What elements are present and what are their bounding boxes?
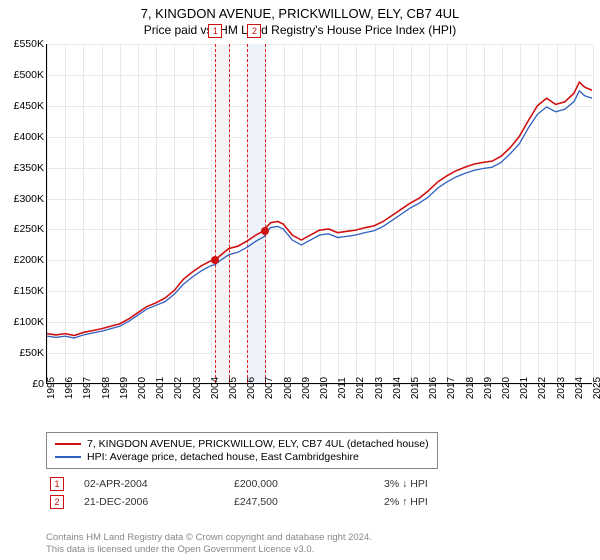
annotation-date: 21-DEC-2006 [80,493,230,511]
y-tick-label: £300K [14,193,44,205]
legend-item: 7, KINGDON AVENUE, PRICKWILLOW, ELY, CB7… [55,438,429,450]
y-tick-label: £500K [14,69,44,81]
x-tick-label: 2023 [556,377,567,399]
footer-line-2: This data is licensed under the Open Gov… [46,544,592,556]
annotation-price: £200,000 [230,475,380,493]
y-tick-label: £200K [14,254,44,266]
legend-box: 7, KINGDON AVENUE, PRICKWILLOW, ELY, CB7… [46,432,438,469]
annotations-table: 1 02-APR-2004£200,0003% ↓ HPI 2 21-DEC-2006… [46,475,592,511]
x-tick-label: 2018 [465,377,476,399]
chart-marker-box: 1 [208,24,222,38]
legend-item: HPI: Average price, detached house, East… [55,451,429,463]
legend-label: HPI: Average price, detached house, East… [87,451,359,463]
x-tick-label: 2021 [519,377,530,399]
annotation-num: 2 [50,495,64,509]
x-tick-label: 2004 [210,377,221,399]
y-tick-label: £0 [32,378,44,390]
y-tick-label: £400K [14,131,44,143]
x-tick-label: 2001 [155,377,166,399]
x-tick-label: 2008 [283,377,294,399]
x-tick-label: 2012 [355,377,366,399]
y-tick-label: £50K [19,347,44,359]
title-line-1: 7, KINGDON AVENUE, PRICKWILLOW, ELY, CB7… [0,6,600,21]
x-tick-label: 2014 [392,377,403,399]
annotation-date: 02-APR-2004 [80,475,230,493]
x-axis: 1995199619971998199920002001200220032004… [46,384,592,404]
x-tick-label: 2000 [137,377,148,399]
chart-title: 7, KINGDON AVENUE, PRICKWILLOW, ELY, CB7… [0,0,600,37]
legend-area: 7, KINGDON AVENUE, PRICKWILLOW, ELY, CB7… [46,432,592,511]
legend-label: 7, KINGDON AVENUE, PRICKWILLOW, ELY, CB7… [87,438,429,450]
x-tick-label: 2007 [264,377,275,399]
x-tick-label: 1999 [119,377,130,399]
x-tick-label: 2009 [301,377,312,399]
x-tick-label: 2020 [501,377,512,399]
chart-marker-box: 2 [247,24,261,38]
x-tick-label: 1995 [46,377,57,399]
x-tick-label: 2015 [410,377,421,399]
x-tick-label: 2025 [592,377,600,399]
annotation-price: £247,500 [230,493,380,511]
x-tick-label: 2006 [246,377,257,399]
y-axis: £0£50K£100K£150K£200K£250K£300K£350K£400… [0,44,46,384]
y-tick-label: £150K [14,285,44,297]
x-tick-label: 2017 [446,377,457,399]
x-tick-label: 2005 [228,377,239,399]
footer-line-1: Contains HM Land Registry data © Crown c… [46,532,592,544]
y-tick-label: £450K [14,100,44,112]
annotation-num: 1 [50,477,64,491]
x-tick-label: 2011 [337,377,348,399]
x-tick-label: 2010 [319,377,330,399]
footer: Contains HM Land Registry data © Crown c… [46,532,592,556]
y-tick-label: £100K [14,316,44,328]
series-price_paid [47,82,592,335]
x-tick-label: 2024 [574,377,585,399]
x-tick-label: 2013 [374,377,385,399]
annotation-delta: 3% ↓ HPI [380,475,592,493]
x-tick-label: 2003 [192,377,203,399]
series-hpi [47,91,592,338]
x-tick-label: 1996 [64,377,75,399]
x-tick-label: 2022 [537,377,548,399]
x-tick-label: 2019 [483,377,494,399]
plot-area: 12 [46,44,592,384]
legend-swatch [55,456,81,458]
chart-marker-dot [211,256,219,264]
y-tick-label: £350K [14,162,44,174]
legend-swatch [55,443,81,445]
x-tick-label: 1998 [101,377,112,399]
annotation-row: 1 02-APR-2004£200,0003% ↓ HPI [46,475,592,493]
x-tick-label: 2016 [428,377,439,399]
y-tick-label: £250K [14,223,44,235]
chart-area: £0 £50K £100K £150K £200K £250K £300K £350K £400… [0,44,600,404]
annotation-delta: 2% ↑ HPI [380,493,592,511]
title-line-2: Price paid vs. HM Land Registry's House … [0,23,600,37]
chart-marker-dot [261,227,269,235]
x-tick-label: 1997 [82,377,93,399]
annotation-row: 2 21-DEC-2006£247,5002% ↑ HPI [46,493,592,511]
x-tick-label: 2002 [173,377,184,399]
y-tick-label: £550K [14,38,44,50]
chart-lines [47,44,592,383]
